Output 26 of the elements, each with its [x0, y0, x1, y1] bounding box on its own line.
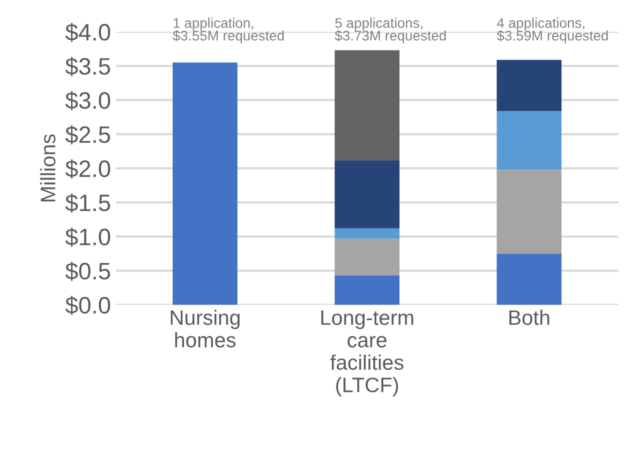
- y-axis-title: Millions: [40, 134, 56, 202]
- y-tick-label: $2.0: [65, 159, 110, 179]
- bar: [496, 254, 562, 305]
- y-tick-label: $0.5: [65, 262, 110, 281]
- y-tick-label: $0.0: [65, 296, 110, 316]
- bar: [334, 50, 400, 160]
- annotation: 5 applications, $3.73M requested: [334, 18, 446, 44]
- y-tick-label: $3.5: [65, 57, 110, 76]
- bar: [496, 111, 562, 170]
- x-tick-label: Nursing homes: [170, 310, 240, 348]
- y-tick-label: $1.0: [65, 228, 110, 247]
- bar: [334, 160, 400, 228]
- y-tick-label: $4.0: [65, 22, 110, 42]
- annotation: 1 application, $3.55M requested: [172, 18, 284, 44]
- bar: [334, 228, 400, 239]
- y-tick-label: $2.5: [65, 125, 110, 144]
- x-tick-label: Both: [509, 310, 550, 326]
- bar: [334, 276, 400, 305]
- x-tick-label: Long-term care facilities (LTCF): [321, 310, 414, 396]
- bar: [172, 62, 238, 305]
- annotation: 4 applications, $3.59M requested: [496, 18, 608, 44]
- bar: [334, 238, 400, 276]
- y-tick-label: $1.5: [65, 194, 110, 213]
- y-tick-label: $3.0: [65, 91, 110, 110]
- bar: [496, 170, 562, 254]
- bar: [496, 60, 562, 112]
